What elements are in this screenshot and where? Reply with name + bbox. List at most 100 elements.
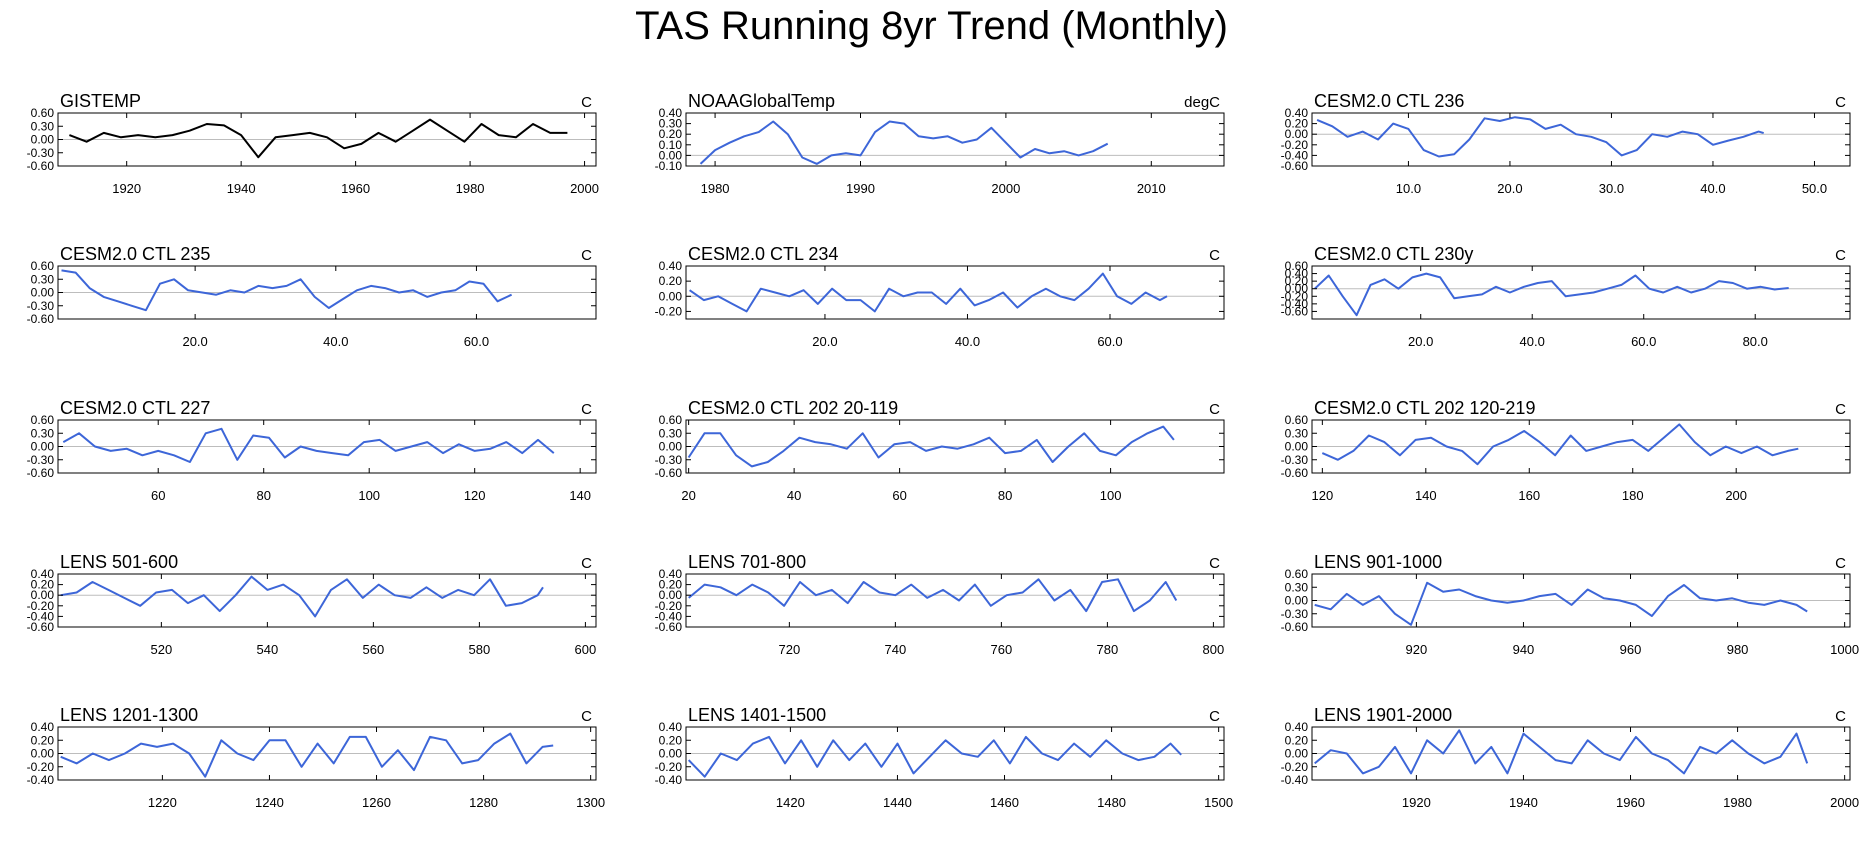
y-tick-label: 0.60	[31, 259, 55, 273]
y-tick-label: -0.60	[1281, 159, 1309, 173]
y-tick-label: 0.40	[1285, 267, 1309, 281]
panel-units: C	[1835, 94, 1846, 111]
panel-title: CESM2.0 CTL 235	[60, 244, 210, 264]
x-tick-label: 1940	[1509, 795, 1538, 810]
x-tick-label: 40.0	[1520, 334, 1545, 349]
y-tick-label: -0.60	[655, 466, 683, 480]
series-line	[689, 272, 1168, 313]
x-tick-label: 60	[151, 488, 165, 503]
panel-title: CESM2.0 CTL 234	[688, 244, 838, 264]
series-line	[1314, 729, 1809, 775]
y-tick-label: 0.30	[31, 272, 55, 286]
y-tick-label: 0.30	[31, 119, 55, 133]
y-tick-label: -0.60	[1281, 304, 1309, 318]
x-tick-label: 40.0	[955, 334, 980, 349]
panel-lens-501-600: -0.60-0.40-0.200.000.200.40 520 540 560 580 6…	[27, 552, 597, 657]
y-tick-label: 0.00	[1285, 747, 1309, 761]
x-tick-label: 10.0	[1396, 181, 1421, 196]
x-tick-label: 560	[363, 642, 385, 657]
series-line	[60, 575, 544, 618]
x-tick-label: 60.0	[1631, 334, 1656, 349]
y-tick-label: -0.40	[1281, 297, 1309, 311]
series-line	[1321, 423, 1799, 466]
y-tick-label: 0.00	[1285, 282, 1309, 296]
panel-title: CESM2.0 CTL 202 20-119	[688, 398, 898, 418]
x-tick-label: 1960	[1616, 795, 1645, 810]
y-tick-label: 0.00	[31, 440, 55, 454]
series-line	[61, 269, 513, 312]
x-tick-label: 1480	[1097, 795, 1126, 810]
x-tick-label: 980	[1727, 642, 1749, 657]
x-tick-label: 1920	[112, 181, 141, 196]
x-tick-label: 960	[1620, 642, 1642, 657]
x-tick-label: 20.0	[1497, 181, 1522, 196]
panel-title: CESM2.0 CTL 236	[1314, 91, 1464, 111]
panel-lens-701-800: -0.60-0.40-0.200.000.200.40 720 740 760 780 8…	[655, 552, 1225, 657]
x-tick-label: 80	[998, 488, 1012, 503]
x-tick-label: 100	[1100, 488, 1122, 503]
y-tick-label: -0.60	[27, 159, 55, 173]
y-tick-label: 0.40	[659, 259, 683, 273]
panel-units: C	[581, 401, 592, 418]
y-tick-label: -0.20	[27, 599, 55, 613]
panel-title: CESM2.0 CTL 230y	[1314, 244, 1473, 264]
panel-units: C	[1835, 708, 1846, 725]
y-tick-label: -0.30	[1281, 453, 1309, 467]
y-tick-label: -0.20	[655, 304, 683, 318]
panel-title: GISTEMP	[60, 91, 141, 111]
x-tick-label: 1990	[846, 181, 875, 196]
x-tick-label: 100	[358, 488, 380, 503]
x-tick-label: 60.0	[464, 334, 489, 349]
x-tick-label: 1440	[883, 795, 912, 810]
y-tick-label: -0.40	[1281, 148, 1309, 162]
y-tick-label: -0.30	[27, 299, 55, 313]
panel-units: C	[581, 247, 592, 264]
x-tick-label: 140	[1415, 488, 1437, 503]
panel-cesm2-ctl-227: -0.60-0.300.000.300.60 60 80 100 120 140 CESM2…	[27, 398, 597, 503]
x-tick-label: 200	[1725, 488, 1747, 503]
x-tick-label: 20	[681, 488, 695, 503]
y-tick-label: 0.30	[31, 426, 55, 440]
y-tick-label: -0.20	[655, 760, 683, 774]
x-tick-label: 2010	[1137, 181, 1166, 196]
y-tick-label: 0.00	[1285, 440, 1309, 454]
y-tick-label: 0.00	[1285, 127, 1309, 141]
series-line	[688, 578, 1178, 613]
series-line	[1314, 581, 1808, 626]
x-tick-label: 2000	[991, 181, 1020, 196]
figure-title: TAS Running 8yr Trend (Monthly)	[635, 4, 1228, 48]
panel-noaaglobaltemp: -0.100.000.100.200.300.40 1980 1990 2000 201…	[655, 91, 1225, 196]
y-tick-label: 0.40	[31, 720, 55, 734]
x-tick-label: 160	[1518, 488, 1540, 503]
y-tick-label: 0.40	[659, 567, 683, 581]
y-tick-label: 0.00	[31, 133, 55, 147]
panel-cesm2-ctl-230y: -0.60-0.40-0.200.000.200.400.60 20.0 40.0 6…	[1281, 244, 1851, 349]
panel-units: C	[1835, 401, 1846, 418]
x-tick-label: 1420	[776, 795, 805, 810]
x-tick-label: 20.0	[812, 334, 837, 349]
x-tick-label: 940	[1513, 642, 1535, 657]
x-tick-label: 1260	[362, 795, 391, 810]
y-tick-label: 0.20	[1285, 733, 1309, 747]
panel-units: C	[1209, 401, 1220, 418]
y-tick-label: 0.60	[1285, 259, 1309, 273]
panel-units: C	[1835, 555, 1846, 572]
plot-frame	[685, 265, 1225, 320]
panel-lens-901-1000: -0.60-0.300.000.300.60 920 940 960 980 1000 LE…	[1281, 552, 1859, 657]
x-tick-label: 1220	[148, 795, 177, 810]
panel-units: degC	[1184, 94, 1220, 111]
y-tick-label: -0.60	[27, 620, 55, 634]
x-tick-label: 1980	[1723, 795, 1752, 810]
y-tick-label: -0.20	[655, 599, 683, 613]
y-tick-label: 0.30	[1285, 426, 1309, 440]
x-tick-label: 2000	[1830, 795, 1859, 810]
y-tick-label: 0.20	[31, 578, 55, 592]
panel-title: CESM2.0 CTL 202 120-219	[1314, 398, 1535, 418]
x-tick-label: 40.0	[1700, 181, 1725, 196]
plot-frame	[1311, 265, 1851, 320]
x-tick-label: 50.0	[1802, 181, 1827, 196]
y-tick-label: -0.40	[27, 609, 55, 623]
x-tick-label: 800	[1203, 642, 1225, 657]
y-tick-label: 0.40	[1285, 106, 1309, 120]
x-tick-label: 1280	[469, 795, 498, 810]
